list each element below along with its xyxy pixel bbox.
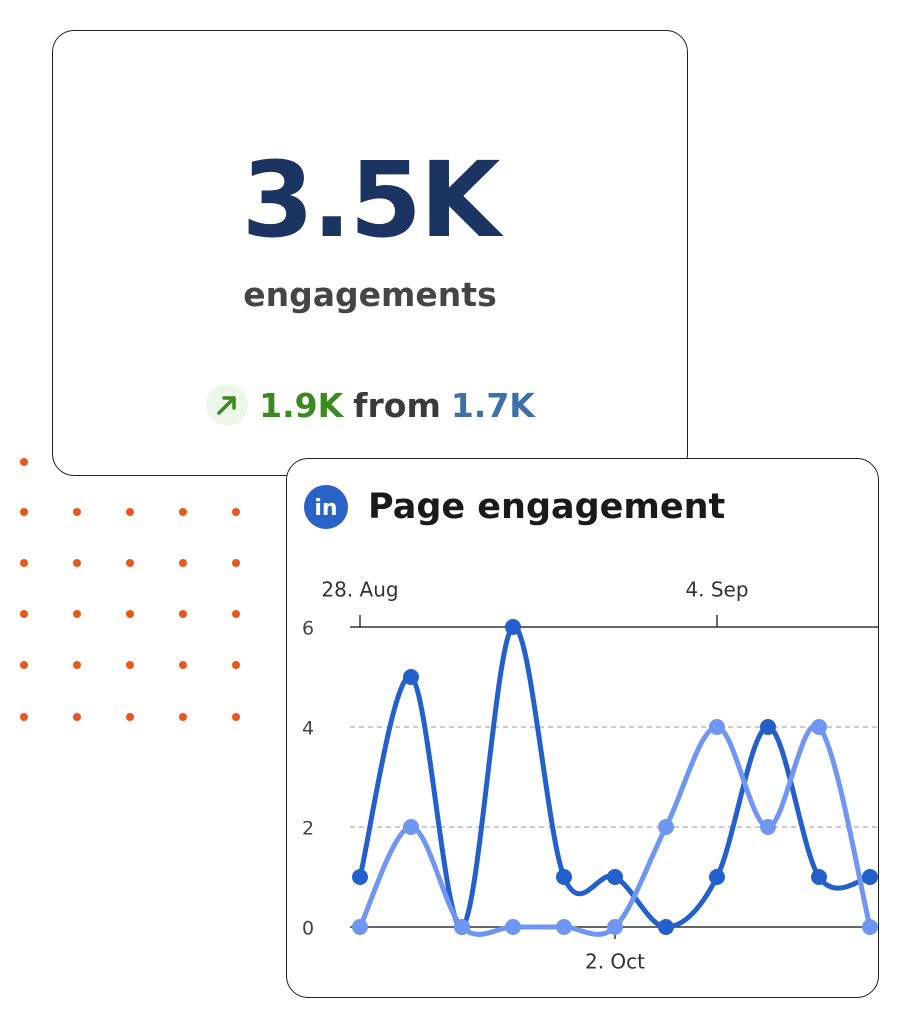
data-point (607, 919, 623, 935)
x-tick-label: 4. Sep (685, 578, 748, 602)
data-point (811, 719, 827, 735)
x-tick-label: 2. Oct (585, 950, 645, 974)
dot-pattern (20, 458, 240, 721)
change-value: 1.9K (259, 385, 344, 425)
data-point (862, 919, 878, 935)
from-word: from (353, 385, 441, 425)
series-line (357, 722, 873, 937)
y-tick-label: 4 (302, 718, 314, 740)
chart-card (286, 458, 879, 998)
data-point (811, 869, 827, 885)
y-tick-label: 2 (302, 818, 314, 840)
data-point (760, 819, 776, 835)
y-tick-label: 0 (302, 918, 314, 940)
change-row: 1.9K from 1.7K (53, 383, 687, 427)
previous-value: 1.7K (450, 385, 535, 425)
data-point (403, 819, 419, 835)
trend-icon (206, 384, 249, 426)
data-point (709, 719, 725, 735)
logo-badge (304, 485, 348, 529)
data-point (658, 819, 674, 835)
stat-card: 3.5K engagements 1.9K from 1.7K (52, 30, 688, 476)
stat-value: 3.5K (241, 139, 501, 261)
data-point (352, 919, 368, 935)
data-point (760, 719, 776, 735)
data-point (556, 869, 572, 885)
data-point (454, 919, 470, 935)
y-tick-label: 6 (302, 618, 314, 640)
data-point (607, 869, 623, 885)
data-point (352, 869, 368, 885)
data-point (709, 869, 725, 885)
stat-label: engagements (243, 275, 497, 314)
logo-text: in (314, 496, 337, 521)
data-point (556, 919, 572, 935)
data-point (505, 919, 521, 935)
data-point (862, 869, 878, 885)
chart-title: Page engagement (368, 487, 725, 527)
x-tick-label: 28. Aug (321, 578, 398, 602)
data-point (505, 619, 521, 635)
data-point (403, 669, 419, 685)
data-point (658, 919, 674, 935)
